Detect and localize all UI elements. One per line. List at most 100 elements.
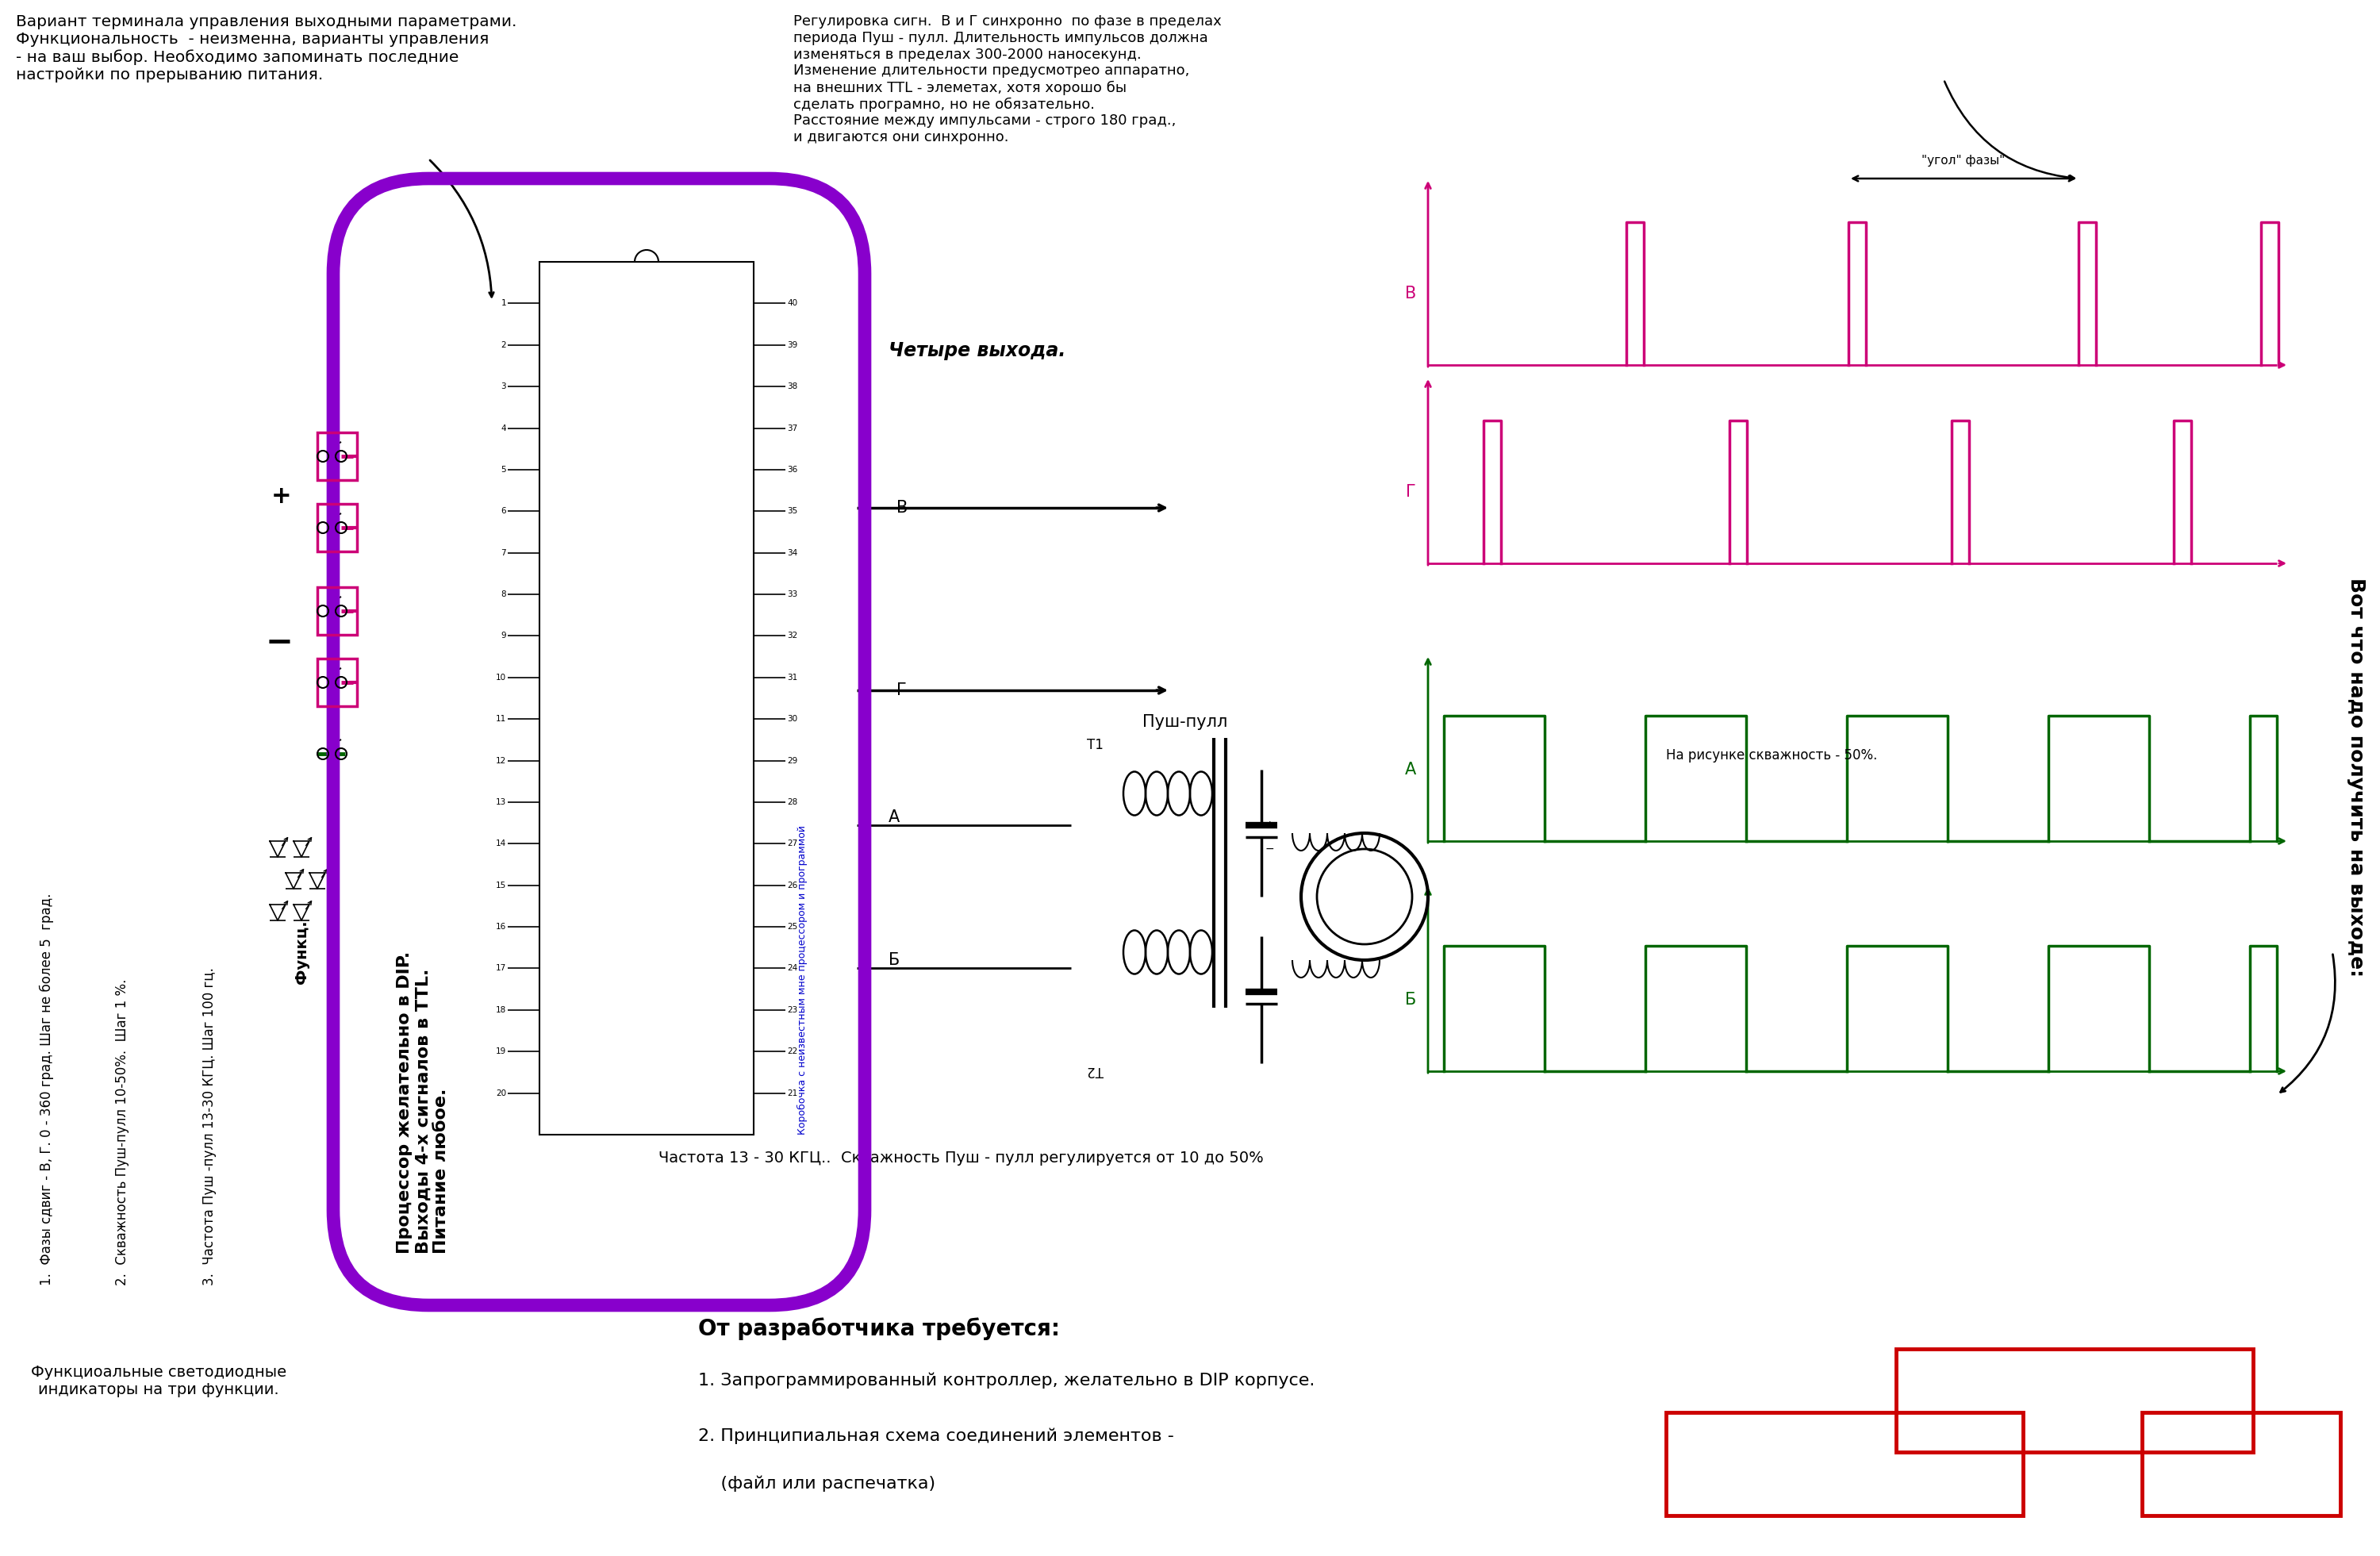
Text: Б: Б — [888, 952, 900, 968]
Text: Пуш-пулл: Пуш-пулл — [1142, 714, 1228, 730]
Text: PA7: PA7 — [735, 632, 750, 640]
Text: Частота 13 - 30 КГЦ..  Скважность Пуш - пулл регулируется от 10 до 50%: Частота 13 - 30 КГЦ.. Скважность Пуш - п… — [659, 1150, 1264, 1165]
Bar — [317, 658, 357, 706]
Text: PC0: PC0 — [733, 1089, 750, 1097]
Text: 34: 34 — [788, 549, 797, 557]
Text: +: + — [1266, 820, 1276, 831]
Text: −: − — [267, 626, 293, 660]
Bar — [317, 504, 357, 551]
Text: 13: 13 — [495, 798, 507, 806]
Text: 22: 22 — [788, 1047, 797, 1055]
Text: Г: Г — [1407, 484, 1416, 499]
Text: T2: T2 — [1088, 1063, 1104, 1078]
Text: PA4: PA4 — [735, 507, 750, 515]
Text: 9: 9 — [500, 632, 507, 640]
Text: 23: 23 — [788, 1007, 797, 1015]
Text: 27: 27 — [788, 840, 797, 848]
Text: 5: 5 — [500, 465, 507, 473]
Text: 31: 31 — [788, 674, 797, 682]
Text: (файл или распечатка): (файл или распечатка) — [697, 1475, 935, 1492]
Text: PD0: PD0 — [543, 674, 559, 682]
Text: +: + — [271, 484, 293, 507]
Text: PC7: PC7 — [733, 798, 750, 806]
Text: PC1: PC1 — [733, 1047, 750, 1055]
Text: 25: 25 — [788, 923, 797, 930]
Text: PD7: PD7 — [543, 965, 559, 972]
Text: Вариант терминала управления выходными параметрами.
Функциональность  - неизменн: Вариант терминала управления выходными п… — [17, 14, 516, 82]
Text: 40: 40 — [788, 299, 797, 308]
Text: 24: 24 — [788, 965, 797, 972]
Text: PC6: PC6 — [733, 840, 750, 848]
Text: XTAL2: XTAL2 — [543, 1007, 569, 1015]
Text: PE1: PE1 — [735, 716, 750, 724]
Text: 11: 11 — [495, 716, 507, 724]
Bar — [317, 587, 357, 635]
Text: PD1: PD1 — [543, 716, 559, 724]
Text: Вот что надо получить на выходе:: Вот что надо получить на выходе: — [2347, 577, 2366, 977]
Text: Функц.: Функц. — [295, 920, 309, 983]
Text: Коробочка с неизвестным мне процессором и программой: Коробочка с неизвестным мне процессором … — [797, 825, 807, 1134]
Text: Г: Г — [897, 683, 907, 699]
Text: 12: 12 — [495, 756, 507, 764]
Text: 8: 8 — [500, 590, 507, 599]
Text: Процессор желательно в DIP.
Выходы 4-х сигналов в TTL.
Питание любое.: Процессор желательно в DIP. Выходы 4-х с… — [397, 951, 450, 1254]
Text: PB4: PB4 — [543, 465, 559, 473]
Text: 1: 1 — [500, 299, 507, 308]
Text: PD5: PD5 — [543, 881, 559, 890]
Text: 36: 36 — [788, 465, 797, 473]
Text: PB6: PB6 — [543, 549, 559, 557]
Text: 38: 38 — [788, 383, 797, 391]
Text: PA0: PA0 — [735, 341, 750, 349]
Text: PC2: PC2 — [733, 1007, 750, 1015]
Text: 30: 30 — [788, 716, 797, 724]
Text: Регулировка сигн.  В и Г синхронно  по фазе в пределах
периода Пуш - пулл. Длите: Регулировка сигн. В и Г синхронно по фаз… — [793, 14, 1221, 145]
Text: GND: GND — [543, 1089, 562, 1097]
Text: 21: 21 — [788, 1089, 797, 1097]
Text: PC5: PC5 — [733, 881, 750, 890]
Text: 15: 15 — [495, 881, 507, 890]
Text: 2. Принципиальная схема соединений элементов -: 2. Принципиальная схема соединений элеме… — [697, 1428, 1173, 1444]
Text: 26: 26 — [788, 881, 797, 890]
Text: PC3: PC3 — [733, 965, 750, 972]
Text: 29: 29 — [788, 756, 797, 764]
Text: 33: 33 — [788, 590, 797, 599]
Text: PB1: PB1 — [543, 341, 559, 349]
Text: 28: 28 — [788, 798, 797, 806]
Text: 2: 2 — [500, 341, 507, 349]
Text: 39: 39 — [788, 341, 797, 349]
Text: XTAL1: XTAL1 — [543, 1047, 569, 1055]
Text: PB5: PB5 — [543, 507, 559, 515]
Text: PA6: PA6 — [735, 590, 750, 599]
Text: 14: 14 — [495, 840, 507, 848]
Text: 10: 10 — [495, 674, 507, 682]
Text: 2.  Скважность Пуш-пулл 10-50%.  Шаг 1 %.: 2. Скважность Пуш-пулл 10-50%. Шаг 1 %. — [114, 979, 129, 1285]
Text: В: В — [1404, 286, 1416, 302]
Text: 35: 35 — [788, 507, 797, 515]
Text: /RESET: /RESET — [543, 632, 574, 640]
Text: 20: 20 — [495, 1089, 507, 1097]
Text: А: А — [888, 809, 900, 825]
Text: Функциоальные светодиодные
индикаторы на три функции.: Функциоальные светодиодные индикаторы на… — [31, 1365, 286, 1397]
Bar — [2142, 1413, 2340, 1516]
Text: VCC: VCC — [733, 299, 750, 308]
Bar — [1666, 1413, 2023, 1516]
Text: 16: 16 — [495, 923, 507, 930]
Text: 37: 37 — [788, 425, 797, 433]
Text: 32: 32 — [788, 632, 797, 640]
Text: На рисунке скважность - 50%.: На рисунке скважность - 50%. — [1666, 748, 1878, 762]
Text: 1.  Фазы сдвиг - В, Г. 0 - 360 град. Шаг не более 5  град.: 1. Фазы сдвиг - В, Г. 0 - 360 град. Шаг … — [40, 893, 55, 1285]
Text: PC4: PC4 — [733, 923, 750, 930]
Bar — [1897, 1349, 2254, 1452]
Text: От разработчика требуется:: От разработчика требуется: — [697, 1318, 1059, 1340]
Text: 1. Запрограммированный контроллер, желательно в DIP корпусе.: 1. Запрограммированный контроллер, желат… — [697, 1372, 1314, 1390]
Text: 6: 6 — [500, 507, 507, 515]
Bar — [540, 261, 754, 1134]
Text: PE0: PE0 — [735, 674, 750, 682]
Text: PA1: PA1 — [735, 383, 750, 391]
Text: PD3: PD3 — [543, 798, 559, 806]
Text: Б: Б — [1404, 991, 1416, 1008]
Text: "угол" фазы": "угол" фазы" — [1921, 154, 2006, 166]
Text: 3: 3 — [500, 383, 507, 391]
Text: 4: 4 — [500, 425, 507, 433]
Text: −: − — [1266, 843, 1276, 854]
